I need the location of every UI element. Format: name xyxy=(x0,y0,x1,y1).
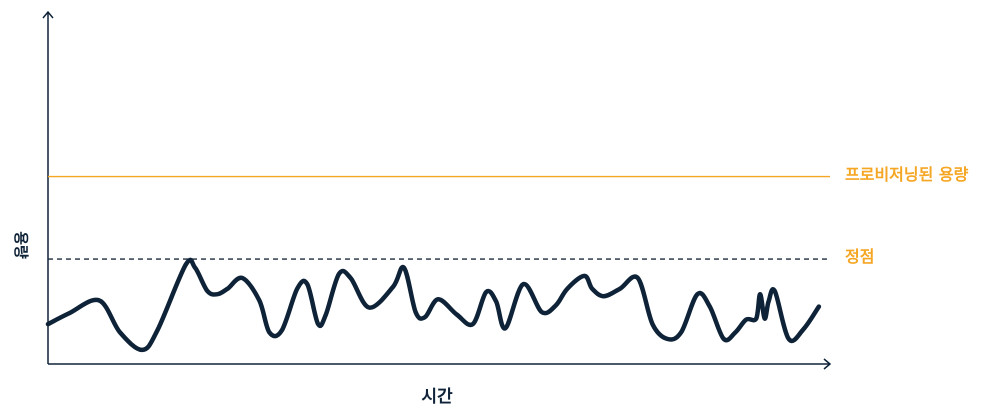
ref-label-peak: 정점 xyxy=(845,247,874,266)
x-axis-arrow xyxy=(823,358,832,370)
reference-lines xyxy=(48,175,830,260)
series-group xyxy=(45,257,822,353)
y-axis-arrow xyxy=(42,10,54,19)
ref-label-provisioned: 프로비저닝된 용량 xyxy=(845,165,969,184)
axes xyxy=(42,10,832,370)
x-axis-label: 시간 xyxy=(421,387,453,407)
y-axis-label: 용량 xyxy=(12,231,30,259)
series-line-0 xyxy=(45,257,822,353)
